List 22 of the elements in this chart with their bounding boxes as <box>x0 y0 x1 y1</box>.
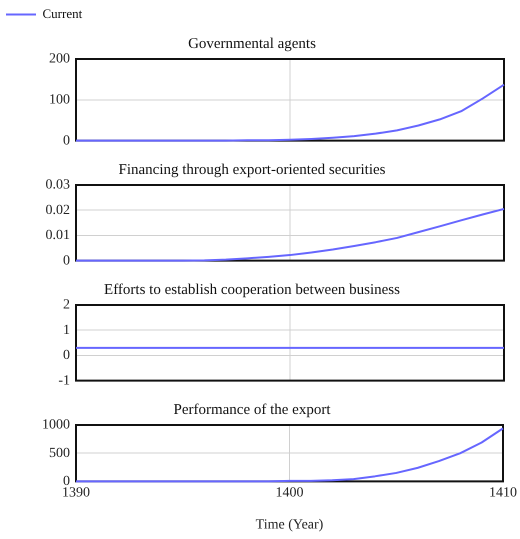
y-tick-label: 0.01 <box>46 228 70 244</box>
y-tick-label: 0 <box>63 253 70 268</box>
y-tick-label: 200 <box>49 52 70 67</box>
x-tick-label: 1410 <box>489 485 517 500</box>
chart-title: Efforts to establish cooperation between business <box>104 282 400 298</box>
legend-label: Current <box>42 6 83 21</box>
x-tick-label: 1390 <box>62 485 90 500</box>
chart-title: Performance of the export <box>173 402 332 418</box>
y-tick-label: 1 <box>63 322 70 338</box>
x-tick-label: 1400 <box>276 485 304 500</box>
y-tick-label: 2 <box>63 298 70 313</box>
y-tick-label: 1000 <box>42 418 70 433</box>
x-axis-title: Time (Year) <box>256 517 324 532</box>
y-tick-label: 500 <box>49 446 70 461</box>
y-tick-label: 0.02 <box>46 202 70 218</box>
y-tick-label: 100 <box>49 92 70 108</box>
y-tick-label: 0 <box>63 133 70 148</box>
y-tick-label: -1 <box>58 373 70 388</box>
chart-title: Governmental agents <box>188 36 316 52</box>
y-tick-label: 0 <box>63 348 70 364</box>
y-tick-label: 0.03 <box>46 178 70 193</box>
chart-title: Financing through export-oriented securities <box>118 162 386 178</box>
